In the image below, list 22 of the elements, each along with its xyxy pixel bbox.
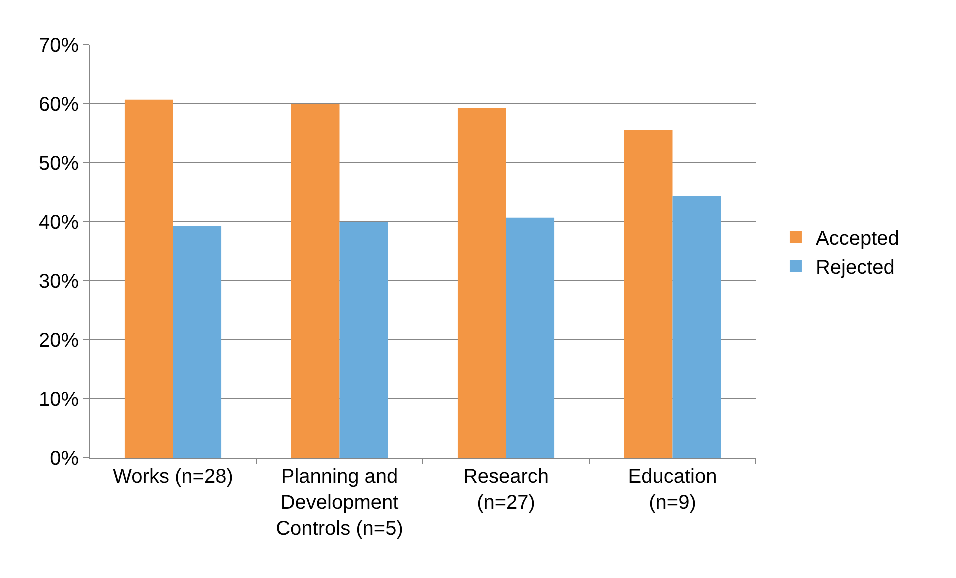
legend-label: Accepted [816,228,900,250]
bar [291,104,340,458]
y-tick-label: 10% [38,389,80,411]
bar [340,222,388,458]
bar [624,130,673,458]
y-tick-label: 50% [38,153,80,175]
bar [173,226,222,458]
bar [672,196,722,458]
x-tick-label: Works (n=28) [113,466,234,488]
bar [458,108,506,458]
y-tick-label: 20% [38,330,80,352]
legend-label: Rejected [816,256,895,279]
y-tick-label: 40% [38,212,80,234]
y-tick-label: 70% [38,35,80,57]
y-tick-label: 30% [38,271,80,293]
y-tick-label: 0% [50,448,80,470]
y-tick-label: 60% [38,94,80,116]
bar [124,100,174,458]
bar [506,218,555,458]
x-tick-label: Planning and Development Controls (n=5) [276,466,404,540]
x-tick-label: Education (n=9) [628,466,718,514]
x-tick-label: Research (n=27) [463,466,550,514]
